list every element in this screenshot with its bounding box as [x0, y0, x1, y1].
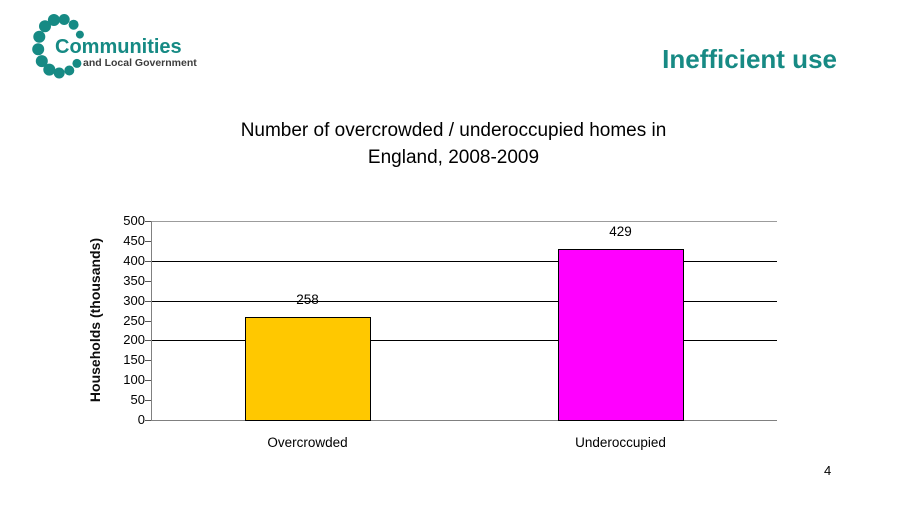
y-tick-label: 250 [123, 313, 145, 328]
chart-title-line2: England, 2008-2009 [367, 147, 540, 168]
y-tick-label: 300 [123, 293, 145, 308]
bar-value-label: 429 [609, 224, 632, 240]
category-label: Underoccupied [575, 435, 666, 450]
y-tick-label: 50 [130, 392, 145, 407]
axis-boundary-line [151, 221, 777, 222]
slide-heading: Inefficient use [662, 44, 837, 74]
y-tick-label: 350 [123, 273, 145, 288]
y-tick-label: 450 [123, 233, 145, 248]
logo-title: Communities [55, 36, 182, 58]
bar-underoccupied [557, 249, 684, 421]
y-tick-label: 0 [137, 412, 145, 427]
y-tick-mark [145, 261, 151, 262]
bar-overcrowded [244, 317, 371, 421]
y-tick-label: 200 [123, 332, 145, 347]
y-tick-mark [145, 241, 151, 242]
y-tick-mark [145, 340, 151, 341]
category-label: Overcrowded [267, 435, 348, 450]
y-tick-mark [145, 221, 151, 222]
logo-subtitle: and Local Government [83, 57, 197, 69]
y-axis-line [151, 221, 152, 420]
y-tick-label: 400 [123, 253, 145, 268]
y-tick-mark [145, 380, 151, 381]
y-tick-mark [145, 281, 151, 282]
x-axis-line [151, 420, 777, 421]
y-tick-label: 500 [123, 213, 145, 228]
page-number: 4 [824, 463, 832, 478]
y-tick-mark [145, 301, 151, 302]
chart-title-line1: Number of overcrowded / underoccupied ho… [240, 120, 667, 141]
chart-title: Number of overcrowded / underoccupied ho… [0, 117, 907, 171]
gridline [145, 301, 777, 302]
y-tick-label: 150 [123, 352, 145, 367]
y-tick-mark [145, 420, 151, 421]
communities-logo: Communities and Local Government [26, 6, 226, 86]
communities-dotted-c-icon [32, 14, 84, 79]
gridline [145, 340, 777, 341]
bar-value-label: 258 [296, 292, 319, 308]
gridline [145, 261, 777, 262]
y-tick-mark [145, 400, 151, 401]
y-tick-mark [145, 360, 151, 361]
y-tick-mark [145, 321, 151, 322]
y-tick-label: 100 [123, 372, 145, 387]
